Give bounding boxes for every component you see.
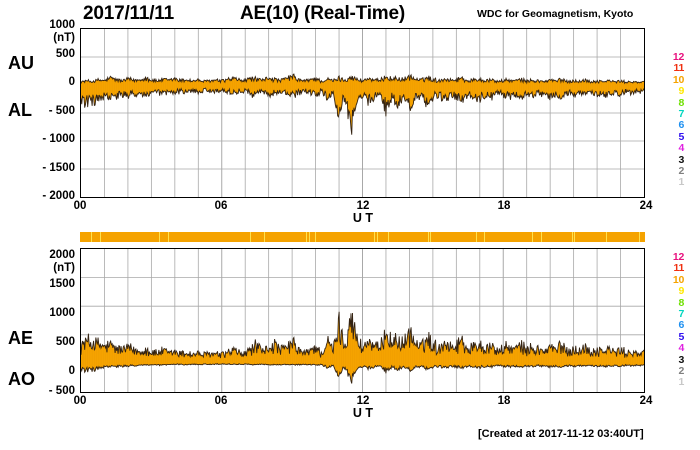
chart-panel-ae-ao[interactable] (80, 248, 645, 393)
au-al-series-area (81, 29, 644, 197)
ytick-bottom-0: 2000 (49, 249, 75, 261)
legend-bottom: 12 11 10 9 8 7 6 5 4 3 2 1 (658, 251, 685, 389)
station-bar-notch (376, 232, 378, 242)
station-bar-notch (605, 232, 607, 242)
station-bar-notch (308, 232, 310, 242)
page-title: AE(10) (Real-Time) (240, 3, 405, 24)
panel-label-ao: AO (8, 369, 35, 389)
legend-top-item-12: 12 (672, 51, 684, 63)
xtick-bottom-1: 06 (214, 395, 228, 407)
ytick-top-5: - 1500 (42, 162, 75, 174)
legend-top-item-6: 6 (678, 119, 684, 132)
xtick-bottom-3: 18 (497, 395, 511, 407)
legend-bottom-item-11: 11 (673, 262, 685, 275)
ytick-top-2: 0 (68, 76, 75, 88)
ytick-bottom-1: 1500 (49, 278, 75, 290)
legend-bottom-item-7: 7 (678, 307, 684, 320)
xaxis-title-top: U T (352, 211, 374, 225)
station-availability-bar (80, 232, 645, 242)
xtick-top-4: 24 (639, 200, 653, 212)
legend-top-item-8: 8 (678, 96, 684, 109)
xtick-top-2: 12 (356, 200, 370, 212)
legend-top-item-5: 5 (678, 130, 684, 143)
xtick-top-0: 00 (73, 200, 87, 212)
station-bar-notch (430, 232, 432, 242)
series-fill (81, 74, 644, 135)
station-bar-notch (427, 232, 429, 242)
station-bar-notch (306, 232, 307, 242)
station-bar-notch (532, 232, 533, 242)
legend-bottom-item-12: 12 (672, 251, 684, 263)
legend-bottom-item-3: 3 (678, 353, 684, 366)
station-bar-notch (249, 232, 251, 242)
xaxis-title-bottom: U T (352, 406, 374, 420)
station-bar-notch (387, 232, 389, 242)
ytick-bottom-4: 0 (68, 365, 75, 377)
legend-top-item-9: 9 (678, 85, 684, 98)
page-title-date: 2017/11/11 (83, 3, 174, 24)
series-outline-upper (81, 311, 644, 359)
panel-label-al: AL (8, 100, 32, 120)
ytick-bottom-2: 1000 (49, 307, 75, 319)
panel-label-ae: AE (8, 328, 34, 348)
header-credit: WDC for Geomagnetism, Kyoto (477, 8, 634, 20)
station-bar-notch (571, 232, 573, 242)
legend-bottom-item-10: 10 (672, 273, 684, 286)
series-outline-upper (81, 73, 644, 85)
station-bar-notch (484, 232, 485, 242)
station-bar-notch (639, 232, 641, 242)
ytick-top-3: - 500 (48, 105, 75, 117)
legend-bottom-item-5: 5 (678, 330, 684, 343)
legend-bottom-item-1: 1 (678, 376, 684, 389)
xtick-top-3: 18 (497, 200, 511, 212)
ytick-top-0: 1000 (49, 19, 75, 31)
station-bar-notch (540, 232, 542, 242)
station-bar-notch (574, 232, 576, 242)
legend-top-item-3: 3 (678, 153, 684, 166)
ytick-bottom-5: - 500 (48, 385, 75, 397)
legend-bottom-item-8: 8 (678, 296, 684, 309)
ytick-top-4: - 1000 (42, 133, 75, 145)
station-bar-notch (314, 232, 316, 242)
legend-top-item-4: 4 (678, 142, 684, 155)
station-bar-notch (99, 232, 101, 242)
station-bar-notch (167, 232, 169, 242)
station-bar-notch (373, 232, 375, 242)
legend-top-item-10: 10 (672, 73, 684, 86)
station-bar-notch (159, 232, 161, 242)
xtick-top-1: 06 (214, 200, 228, 212)
unit-label-bottom: (nT) (53, 262, 75, 274)
legend-bottom-item-6: 6 (678, 319, 684, 332)
ytick-top-6: - 2000 (42, 190, 75, 202)
legend-bottom-item-2: 2 (678, 364, 684, 377)
chart-panel-au-al[interactable] (80, 28, 645, 198)
legend-top-item-11: 11 (673, 62, 685, 75)
series-outline-lower (81, 87, 644, 135)
station-bar-notch (263, 232, 265, 242)
station-bar-notch (475, 232, 477, 242)
legend-bottom-item-4: 4 (678, 342, 684, 355)
panel-label-au: AU (8, 53, 34, 73)
legend-top-item-1: 1 (678, 176, 684, 189)
legend-top-item-7: 7 (678, 107, 684, 120)
xtick-bottom-0: 00 (73, 395, 87, 407)
footer-created-at: [Created at 2017-11-12 03:40UT] (478, 428, 644, 440)
legend-top: 12 11 10 9 8 7 6 5 4 3 2 1 (658, 51, 685, 189)
ae-ao-series-area (81, 249, 644, 392)
legend-top-item-2: 2 (678, 164, 684, 177)
legend-bottom-item-9: 9 (678, 285, 684, 298)
ytick-bottom-3: 500 (55, 336, 75, 348)
series-outline-lower (81, 363, 644, 384)
unit-label-top: (nT) (53, 32, 75, 44)
station-bar-notch (91, 232, 93, 242)
xtick-bottom-4: 24 (639, 395, 653, 407)
ytick-top-1: 500 (55, 48, 75, 60)
xtick-bottom-2: 12 (356, 395, 370, 407)
